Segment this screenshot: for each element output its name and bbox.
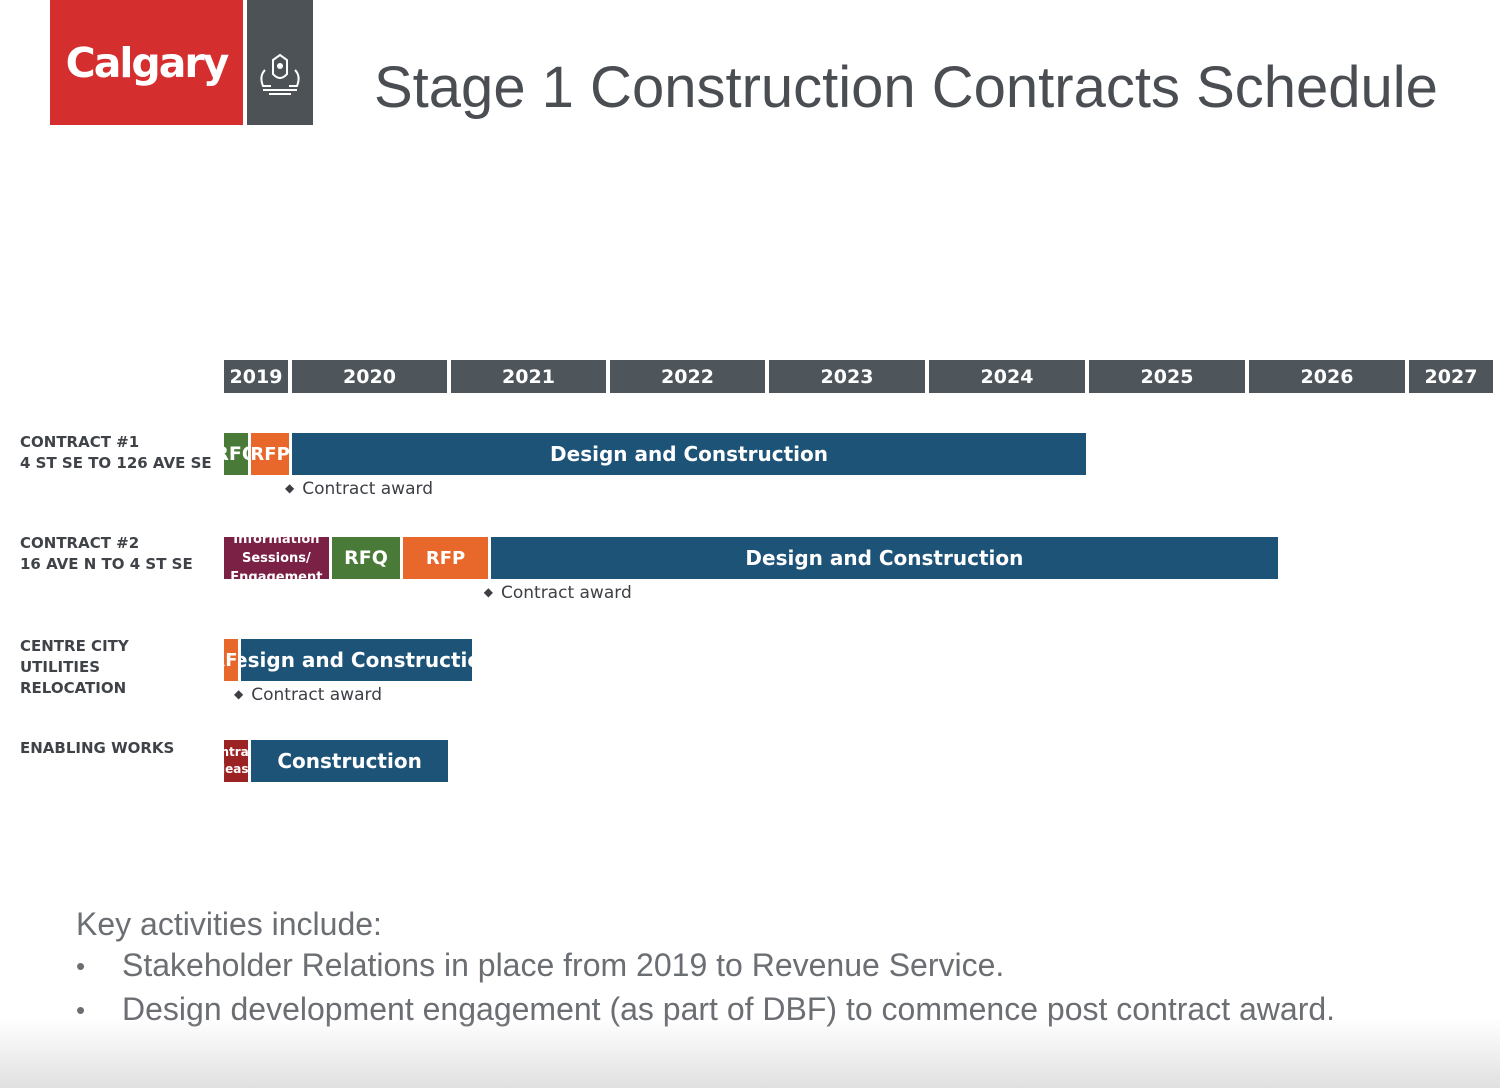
year-header-2020: 2020 bbox=[292, 360, 447, 393]
year-header-2025: 2025 bbox=[1089, 360, 1245, 393]
key-activity-item: • Stakeholder Relations in place from 20… bbox=[76, 947, 1476, 985]
key-activity-text: Design development engagement (as part o… bbox=[122, 991, 1336, 1027]
row-label-line: ENABLING WORKS bbox=[20, 739, 175, 757]
year-header-2024: 2024 bbox=[929, 360, 1085, 393]
year-header-2027: 2027 bbox=[1409, 360, 1493, 393]
row-label-line: CONTRACT #1 bbox=[20, 433, 140, 451]
milestone-diamond-icon: ◆ bbox=[285, 481, 295, 495]
phase-bar-design-construction: Design and Construction bbox=[490, 537, 1278, 579]
row-label-line: RELOCATION bbox=[20, 679, 127, 697]
row-label-line: 16 AVE N TO 4 ST SE bbox=[20, 555, 193, 573]
phase-bar-rfp: RFP bbox=[403, 537, 488, 579]
page-title: Stage 1 Construction Contracts Schedule bbox=[374, 55, 1438, 120]
row-label: CENTRE CITY UTILITIES RELOCATION bbox=[20, 636, 220, 699]
bullet-icon: • bbox=[76, 951, 86, 981]
row-label: ENABLING WORKS bbox=[20, 738, 220, 759]
logo-wordmark: Calgary bbox=[65, 38, 230, 87]
key-activities-heading: Key activities include: bbox=[76, 906, 382, 942]
contract-award-milestone: ◆ Contract award bbox=[234, 685, 382, 705]
phase-bar-info: Information Sessions/ Engagement bbox=[224, 537, 329, 579]
key-activities: Key activities include: • Stakeholder Re… bbox=[76, 906, 1476, 1035]
milestone-label: Contract award bbox=[302, 479, 433, 499]
milestone-label: Contract award bbox=[251, 685, 382, 705]
row-label: CONTRACT #2 16 AVE N TO 4 ST SE bbox=[20, 533, 220, 575]
logo-wordmark-block: Calgary bbox=[50, 0, 243, 125]
year-header-2019: 2019 bbox=[224, 360, 288, 393]
bullet-icon: • bbox=[76, 995, 86, 1025]
logo-crest-block bbox=[247, 0, 313, 125]
row-label-line: 4 ST SE TO 126 AVE SE bbox=[20, 454, 212, 472]
phase-bar-contracts-released: Contracts released bbox=[224, 740, 249, 782]
row-label-line: UTILITIES bbox=[20, 658, 100, 676]
key-activity-item: • Design development engagement (as part… bbox=[76, 991, 1476, 1029]
phase-bar-rfp: RFP bbox=[224, 639, 238, 681]
phase-bar-design-construction: Design and Construction bbox=[292, 433, 1086, 475]
phase-bar-rfp: RFP bbox=[251, 433, 289, 475]
year-header-2021: 2021 bbox=[451, 360, 606, 393]
row-label-line: CENTRE CITY bbox=[20, 637, 129, 655]
milestone-label: Contract award bbox=[500, 583, 632, 603]
row-label: CONTRACT #1 4 ST SE TO 126 AVE SE bbox=[20, 432, 220, 474]
year-header-2023: 2023 bbox=[769, 360, 925, 393]
phase-bar-construction: Construction bbox=[251, 740, 448, 782]
phase-bar-rfq: RFQ bbox=[224, 433, 249, 475]
phase-bar-rfq: RFQ bbox=[331, 537, 401, 579]
contract-award-milestone: ◆ Contract award bbox=[285, 479, 433, 499]
year-header-2026: 2026 bbox=[1249, 360, 1405, 393]
phase-bar-design-construction: Design and Construction bbox=[241, 639, 472, 681]
contract-award-milestone: ◆ Contract award bbox=[484, 583, 632, 603]
year-header-2022: 2022 bbox=[610, 360, 765, 393]
city-crest-icon bbox=[260, 53, 300, 95]
row-label-line: CONTRACT #2 bbox=[20, 534, 140, 552]
milestone-diamond-icon: ◆ bbox=[483, 585, 493, 599]
key-activity-text: Stakeholder Relations in place from 2019… bbox=[122, 947, 1005, 983]
milestone-diamond-icon: ◆ bbox=[234, 687, 244, 701]
